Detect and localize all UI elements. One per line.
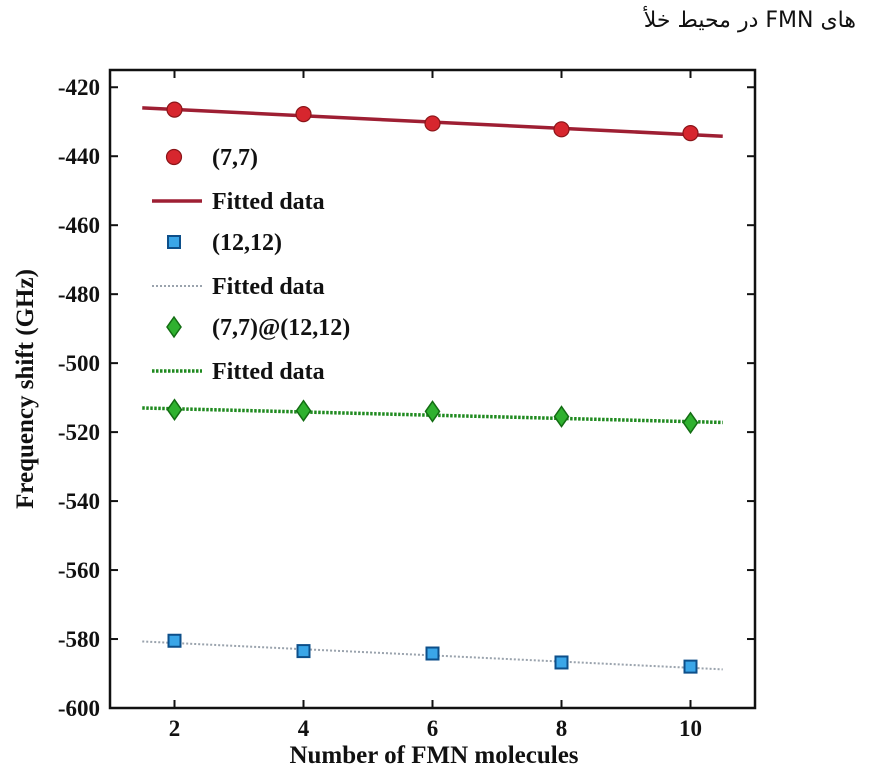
y-tick-label: -560 (58, 558, 100, 583)
data-point-diamond (682, 411, 699, 435)
data-markers (166, 101, 699, 674)
data-point-circle (295, 106, 312, 123)
data-point-square (554, 655, 569, 670)
fit-line (142, 640, 723, 671)
y-tick-label: -460 (58, 213, 100, 238)
x-tick-label: 10 (679, 716, 702, 741)
legend-fit-label: Fitted data (212, 359, 325, 385)
x-tick-label: 2 (169, 716, 181, 741)
legend-label: (7,7)@(12,12) (212, 315, 350, 341)
data-point-square (683, 659, 698, 674)
data-point-circle (166, 101, 183, 118)
y-tick-label: -520 (58, 420, 100, 445)
data-point-diamond (424, 400, 441, 423)
legend-label: (7,7) (212, 145, 258, 171)
data-point-circle (424, 115, 441, 132)
y-tick-label: -500 (58, 351, 100, 376)
y-axis-title: Frequency shift (GHz) (12, 269, 39, 509)
data-point-circle (553, 121, 570, 138)
legend-label: (12,12) (212, 230, 282, 256)
y-tick-label: -480 (58, 282, 100, 307)
figure-caption: های FMN در محیط خلأ (643, 8, 856, 33)
axis-ticks: 2 4 6 8 10 -420 -440 -460 -480 -500 -520 -540 -560 -5… (58, 70, 755, 741)
y-tick-label: -540 (58, 489, 100, 514)
plot-frame (108, 68, 757, 710)
legend: (7,7) Fitted data (12,12) Fitted data (7,7)@… (152, 145, 350, 385)
legend-marker (165, 148, 183, 166)
y-tick-label: -580 (58, 627, 100, 652)
x-tick-label: 4 (298, 716, 310, 741)
x-tick-label: 8 (556, 716, 568, 741)
data-point-diamond (166, 398, 183, 421)
y-tick-label: -420 (58, 75, 100, 100)
legend-marker (166, 315, 182, 339)
x-tick-label: 6 (427, 716, 439, 741)
data-point-square (425, 646, 440, 661)
legend-fit-label: Fitted data (212, 274, 325, 300)
data-point-square (296, 644, 311, 659)
legend-marker (167, 235, 181, 249)
y-tick-label: -600 (58, 696, 100, 721)
data-point-circle (682, 125, 699, 142)
data-point-diamond (553, 405, 570, 428)
y-tick-label: -440 (58, 144, 100, 169)
data-point-diamond (295, 399, 312, 423)
legend-fit-label: Fitted data (212, 189, 325, 215)
data-point-square (167, 633, 182, 648)
x-axis-title: Number of FMN molecules (289, 742, 578, 769)
